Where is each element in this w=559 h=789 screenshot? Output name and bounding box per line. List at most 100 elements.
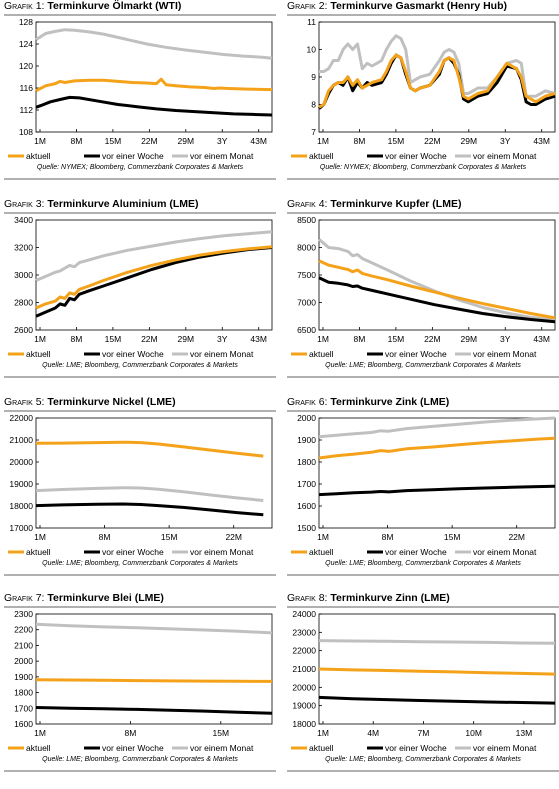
- y-tick-label: 8500: [297, 215, 316, 225]
- chart-source: Quelle: LME; Bloomberg, Commerzbank Corp…: [42, 362, 238, 369]
- legend-label: vor einem Monat: [190, 151, 254, 161]
- y-tick-label: 1500: [297, 523, 316, 533]
- x-tick-label: 3Y: [500, 334, 511, 344]
- chart-title: Grafik 3: Terminkurve Aluminium (LME): [4, 198, 198, 210]
- y-tick-label: 2200: [14, 625, 33, 635]
- y-tick-label: 3200: [14, 243, 33, 253]
- title-rule: [4, 410, 276, 412]
- series-line-aktuell: [318, 436, 556, 460]
- chart-title: Grafik 4: Terminkurve Kupfer (LME): [287, 198, 461, 210]
- bottom-rule: [4, 178, 276, 180]
- legend-label: vor einem Monat: [473, 547, 537, 557]
- y-tick-label: 128: [19, 17, 33, 27]
- series-line-vor-einem-Monat: [35, 486, 264, 502]
- title-rule: [287, 212, 559, 214]
- x-tick-label: 4M: [367, 728, 379, 738]
- chart-title-prefix: Grafik 6:: [287, 396, 328, 408]
- chart-title-prefix: Grafik 3:: [4, 198, 45, 210]
- chart-title-main: Terminkurve Ölmarkt (WTI): [44, 0, 182, 12]
- chart-title-prefix: Grafik 1:: [4, 0, 45, 12]
- chart-panel: Grafik 1: Terminkurve Ölmarkt (WTI) 108 11…: [4, 0, 276, 190]
- legend-label: vor einem Monat: [190, 547, 254, 557]
- x-tick-label: 29M: [461, 334, 478, 344]
- chart-panel: Grafik 3: Terminkurve Aluminium (LME) 260…: [4, 198, 276, 388]
- plot-frame: [318, 417, 556, 529]
- chart-svg: 18000 19000 20000 21000 22000 23000 24000 1M 4M 7…: [291, 609, 556, 753]
- chart-source: Quelle: LME; Bloomberg, Commerzbank Corp…: [42, 560, 238, 567]
- series-line-vor-einem-Monat: [35, 28, 273, 60]
- legend-label: vor einem Monat: [473, 349, 537, 359]
- x-tick-label: 3Y: [500, 136, 511, 146]
- legend-label: aktuell: [309, 547, 334, 557]
- y-tick-label: 116: [19, 83, 33, 93]
- x-tick-label: 15M: [388, 136, 405, 146]
- y-tick-label: 2600: [14, 325, 33, 335]
- series-line-vor-einer-Woche: [318, 484, 556, 497]
- x-tick-label: 1M: [317, 334, 329, 344]
- chart-title-main: Terminkurve Blei (LME): [44, 592, 164, 604]
- x-tick-label: 15M: [161, 532, 178, 542]
- chart-panel: Grafik 6: Terminkurve Zink (LME) 1500 1600…: [287, 396, 559, 586]
- bottom-rule: [4, 376, 276, 378]
- series-line-vor-einem-Monat: [318, 639, 556, 645]
- series-line-vor-einem-Monat: [318, 416, 556, 439]
- chart-panel: Grafik 2: Terminkurve Gasmarkt (Henry Hu…: [287, 0, 559, 190]
- legend-label: aktuell: [26, 743, 51, 753]
- y-tick-label: 24000: [292, 609, 316, 619]
- y-tick-label: 1800: [297, 457, 316, 467]
- x-tick-label: 15M: [388, 334, 405, 344]
- x-tick-label: 8M: [382, 532, 394, 542]
- x-tick-label: 15M: [213, 728, 230, 738]
- title-rule: [287, 410, 559, 412]
- series-line-vor-einer-Woche: [35, 95, 273, 117]
- chart-source: Quelle: LME; Bloomberg, Commerzbank Corp…: [325, 362, 521, 369]
- legend-label: vor einem Monat: [190, 743, 254, 753]
- y-tick-label: 2000: [297, 413, 316, 423]
- chart-title: Grafik 1: Terminkurve Ölmarkt (WTI): [4, 0, 181, 12]
- chart-title-prefix: Grafik 8:: [287, 592, 328, 604]
- y-tick-label: 1800: [14, 688, 33, 698]
- title-rule: [4, 14, 276, 16]
- plot-frame: [35, 219, 273, 331]
- y-tick-label: 1700: [297, 479, 316, 489]
- x-tick-label: 8M: [99, 532, 111, 542]
- y-tick-label: 20000: [292, 682, 316, 692]
- x-tick-label: 29M: [178, 334, 195, 344]
- y-tick-label: 120: [19, 61, 33, 71]
- x-tick-label: 22M: [424, 136, 441, 146]
- x-tick-label: 43M: [250, 136, 267, 146]
- chart-title-prefix: Grafik 4:: [287, 198, 328, 210]
- x-tick-label: 15M: [444, 532, 461, 542]
- series-line-vor-einer-Woche: [318, 695, 556, 705]
- y-tick-label: 7: [311, 127, 316, 137]
- series-line-aktuell: [35, 440, 264, 458]
- legend-label: aktuell: [309, 349, 334, 359]
- bottom-rule: [287, 376, 559, 378]
- legend-label: aktuell: [26, 151, 51, 161]
- x-tick-label: 15M: [105, 334, 122, 344]
- plot-frame: [35, 417, 273, 529]
- series-line-aktuell: [318, 259, 556, 320]
- x-tick-label: 43M: [533, 136, 550, 146]
- y-tick-label: 10: [307, 45, 317, 55]
- title-rule: [4, 606, 276, 608]
- chart-title-main: Terminkurve Zink (LME): [327, 396, 450, 408]
- chart-panel: Grafik 5: Terminkurve Nickel (LME) 17000 1…: [4, 396, 276, 586]
- x-tick-label: 8M: [354, 334, 366, 344]
- chart-panel: Grafik 8: Terminkurve Zinn (LME) 18000 190…: [287, 592, 559, 782]
- chart-title-prefix: Grafik 5:: [4, 396, 45, 408]
- legend-label: vor einem Monat: [473, 743, 537, 753]
- x-tick-label: 8M: [71, 136, 83, 146]
- series-line-aktuell: [35, 678, 273, 683]
- chart-source: Quelle: LME; Bloomberg, Commerzbank Corp…: [325, 560, 521, 567]
- plot-frame: [318, 219, 556, 331]
- series-line-vor-einer-Woche: [35, 706, 273, 715]
- x-tick-label: 13M: [516, 728, 533, 738]
- y-tick-label: 20000: [9, 457, 33, 467]
- y-tick-label: 112: [19, 105, 33, 115]
- x-tick-label: 8M: [124, 728, 136, 738]
- chart-title-main: Terminkurve Kupfer (LME): [327, 198, 462, 210]
- x-tick-label: 43M: [533, 334, 550, 344]
- x-tick-label: 22M: [141, 136, 158, 146]
- y-tick-label: 22000: [292, 646, 316, 656]
